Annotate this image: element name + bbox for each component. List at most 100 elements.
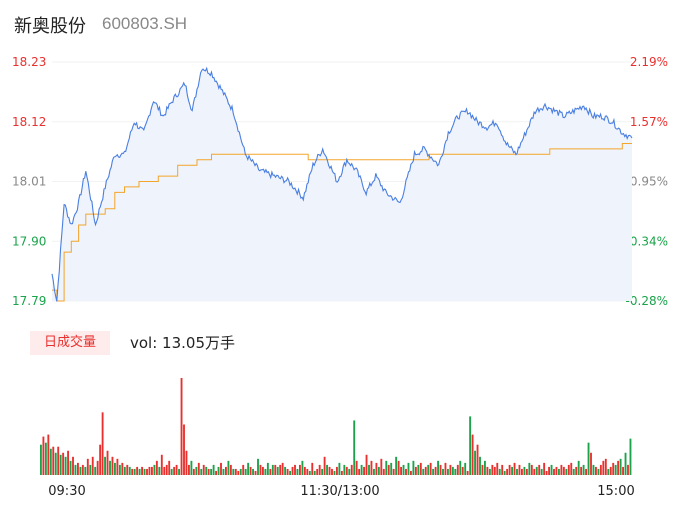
volume-bar <box>553 468 555 475</box>
volume-bar <box>461 466 464 475</box>
volume-bar <box>456 464 459 475</box>
volume-bar <box>114 462 116 476</box>
volume-bar <box>328 466 331 475</box>
volume-bar <box>567 464 570 475</box>
volume-bar <box>432 468 435 475</box>
volume-bar <box>101 412 104 475</box>
volume-bar <box>274 464 277 475</box>
volume-bar <box>363 466 365 475</box>
volume-bar <box>286 468 289 475</box>
y-left-tick-label: 18.12 <box>12 115 46 129</box>
volume-bar <box>303 466 306 475</box>
volume-bar <box>190 460 193 475</box>
volume-bar <box>343 464 346 475</box>
volume-bar <box>123 466 126 475</box>
volume-bar <box>516 468 518 475</box>
volume-bar <box>523 466 526 475</box>
volume-bar <box>442 468 444 475</box>
volume-bar <box>629 438 632 476</box>
volume-bar <box>151 466 153 475</box>
volume-badge[interactable]: 日成交量 <box>30 331 110 355</box>
volume-bar <box>560 464 563 475</box>
volume-bar <box>464 462 467 476</box>
volume-bar <box>81 464 84 475</box>
volume-bar <box>572 468 575 475</box>
volume-bar <box>276 466 279 475</box>
volume-bar <box>67 450 69 475</box>
volume-bar <box>301 460 304 475</box>
x-tick-label: 11:30/13:00 <box>300 484 379 499</box>
volume-bar <box>222 468 225 475</box>
volume-bar <box>57 446 60 475</box>
volume-bar <box>387 464 390 475</box>
volume-bar <box>77 462 79 476</box>
volume-bar <box>91 456 94 475</box>
volume-bar <box>284 466 287 475</box>
volume-bar <box>217 466 220 475</box>
volume-bar <box>365 454 368 475</box>
volume-bar <box>178 468 180 475</box>
volume-bar <box>407 462 410 476</box>
volume-bar <box>498 468 501 475</box>
volume-bar <box>624 452 627 475</box>
volume-bar <box>353 420 356 475</box>
volume-bar <box>548 466 550 475</box>
volume-bar <box>318 464 321 475</box>
volume-bar <box>336 466 338 475</box>
y-right-tick-label: -0.28% <box>626 294 668 308</box>
volume-bar <box>207 468 210 475</box>
volume-bar <box>52 446 55 475</box>
volume-bar <box>439 464 442 475</box>
volume-bar <box>533 468 536 475</box>
volume-bar <box>188 464 190 475</box>
volume-bar <box>528 462 531 476</box>
volume-bar <box>447 468 449 475</box>
volume-bar <box>360 464 363 475</box>
x-tick-label: 09:30 <box>48 484 85 499</box>
volume-bar <box>466 470 469 475</box>
volume-bar <box>419 462 422 476</box>
volume-bar <box>390 462 393 476</box>
y-left-tick-label: 18.01 <box>12 175 46 189</box>
volume-bar <box>506 468 509 475</box>
volume-bar <box>484 460 486 475</box>
volume-bar <box>54 452 57 475</box>
volume-bar <box>602 460 605 475</box>
volume-bar <box>69 460 72 475</box>
avg-price-line <box>52 143 632 302</box>
volume-bar <box>133 468 136 475</box>
volume-bar <box>590 452 592 475</box>
volume-bar <box>538 464 541 475</box>
volume-bar <box>212 464 215 475</box>
volume-bar <box>262 466 264 475</box>
volume-bar <box>118 464 121 475</box>
volume-bar <box>180 378 183 475</box>
volume-bar <box>471 434 474 475</box>
volume-bar <box>197 462 200 476</box>
volume-bar <box>249 466 252 475</box>
volume-bar <box>313 470 316 475</box>
volume-bar <box>496 462 499 476</box>
volume-bar <box>99 444 102 475</box>
volume-bar <box>545 470 548 475</box>
volume-bar <box>234 468 237 475</box>
volume-bar <box>370 460 373 475</box>
volume-bar <box>373 468 375 475</box>
volume-bar <box>405 468 407 475</box>
volume-bar <box>402 464 405 475</box>
volume-bar <box>40 444 42 475</box>
volume-bar <box>565 468 568 475</box>
volume-bar <box>306 468 309 475</box>
volume-bar <box>84 466 87 475</box>
volume-bar <box>72 456 74 475</box>
volume-bar <box>599 464 602 475</box>
volume-bar <box>555 466 558 475</box>
volume-bar <box>106 450 109 475</box>
y-right-tick-label: 0.34% <box>630 234 668 248</box>
volume-bar <box>340 470 343 475</box>
volume-bar <box>392 468 395 475</box>
volume-bar <box>44 442 47 475</box>
volume-bar <box>321 468 324 475</box>
volume-bar <box>173 466 176 475</box>
volume-bar <box>192 468 195 475</box>
